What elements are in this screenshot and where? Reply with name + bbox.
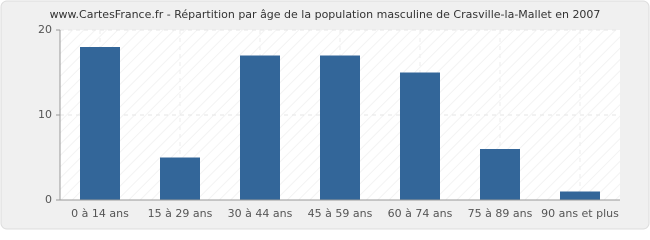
bar — [400, 72, 440, 200]
x-tick-label: 90 ans et plus — [541, 207, 619, 220]
bar — [240, 55, 280, 200]
page: www.CartesFrance.fr - Répartition par âg… — [0, 0, 650, 230]
x-tick-label: 45 à 59 ans — [308, 207, 373, 220]
y-tick-label: 20 — [38, 23, 52, 36]
x-tick-label: 75 à 89 ans — [468, 207, 533, 220]
x-tick-label: 0 à 14 ans — [71, 207, 129, 220]
y-tick-label: 10 — [38, 108, 52, 121]
x-tick-label: 30 à 44 ans — [228, 207, 293, 220]
bar — [160, 157, 200, 200]
bar — [480, 149, 520, 200]
chart-title: www.CartesFrance.fr - Répartition par âg… — [50, 8, 601, 21]
x-tick-label: 60 à 74 ans — [388, 207, 453, 220]
bar — [80, 47, 120, 200]
chart: www.CartesFrance.fr - Répartition par âg… — [0, 0, 650, 230]
bar — [560, 191, 600, 200]
x-tick-label: 15 à 29 ans — [148, 207, 213, 220]
y-tick-label: 0 — [45, 193, 52, 206]
bar — [320, 55, 360, 200]
